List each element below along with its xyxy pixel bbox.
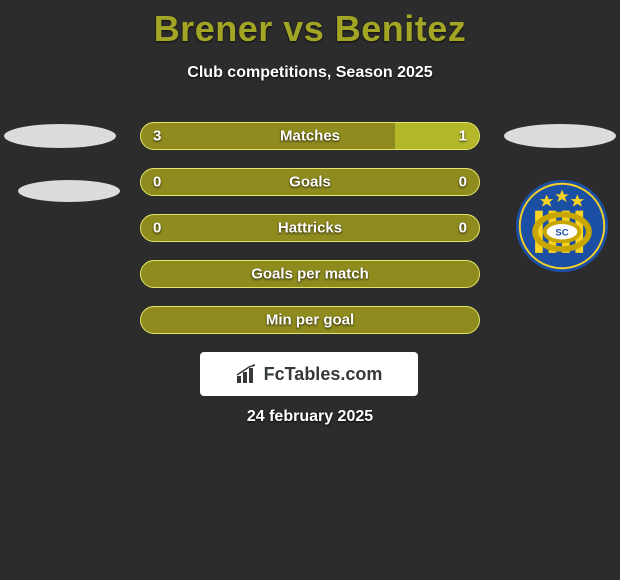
club-badge-icon: SC	[514, 178, 610, 274]
stat-label: Hattricks	[278, 220, 342, 237]
stat-row-goals-per-match: Goals per match	[140, 260, 480, 288]
stat-value-right: 0	[459, 220, 467, 237]
fctables-logo-text: FcTables.com	[264, 364, 383, 385]
stat-bar: 0 Goals 0	[140, 168, 480, 196]
stat-bar: Min per goal	[140, 306, 480, 334]
stat-value-left: 0	[153, 220, 161, 237]
placeholder-oval-right-1	[504, 124, 616, 148]
bar-chart-icon	[236, 364, 258, 384]
stat-row-hattricks: 0 Hattricks 0	[140, 214, 480, 242]
stat-row-goals: 0 Goals 0	[140, 168, 480, 196]
stat-label: Goals per match	[251, 266, 369, 283]
stat-label: Min per goal	[266, 312, 354, 329]
date-line: 24 february 2025	[0, 408, 620, 426]
stat-label: Goals	[289, 174, 331, 191]
stat-bar: 0 Hattricks 0	[140, 214, 480, 242]
stat-value-left: 3	[153, 128, 161, 145]
fctables-logo: FcTables.com	[200, 352, 418, 396]
stat-value-right: 1	[459, 128, 467, 145]
stat-value-right: 0	[459, 174, 467, 191]
placeholder-oval-left-1	[4, 124, 116, 148]
stat-value-left: 0	[153, 174, 161, 191]
stat-bar: 3 Matches 1	[140, 122, 480, 150]
placeholder-oval-left-2	[18, 180, 120, 202]
stat-bars: 3 Matches 1 0 Goals 0 0 Hattricks 0 Goal…	[140, 122, 480, 352]
stat-bar: Goals per match	[140, 260, 480, 288]
subtitle: Club competitions, Season 2025	[0, 64, 620, 82]
stat-label: Matches	[280, 128, 340, 145]
page-title: Brener vs Benitez	[0, 0, 620, 50]
stat-row-min-per-goal: Min per goal	[140, 306, 480, 334]
stat-row-matches: 3 Matches 1	[140, 122, 480, 150]
svg-text:SC: SC	[555, 228, 568, 239]
